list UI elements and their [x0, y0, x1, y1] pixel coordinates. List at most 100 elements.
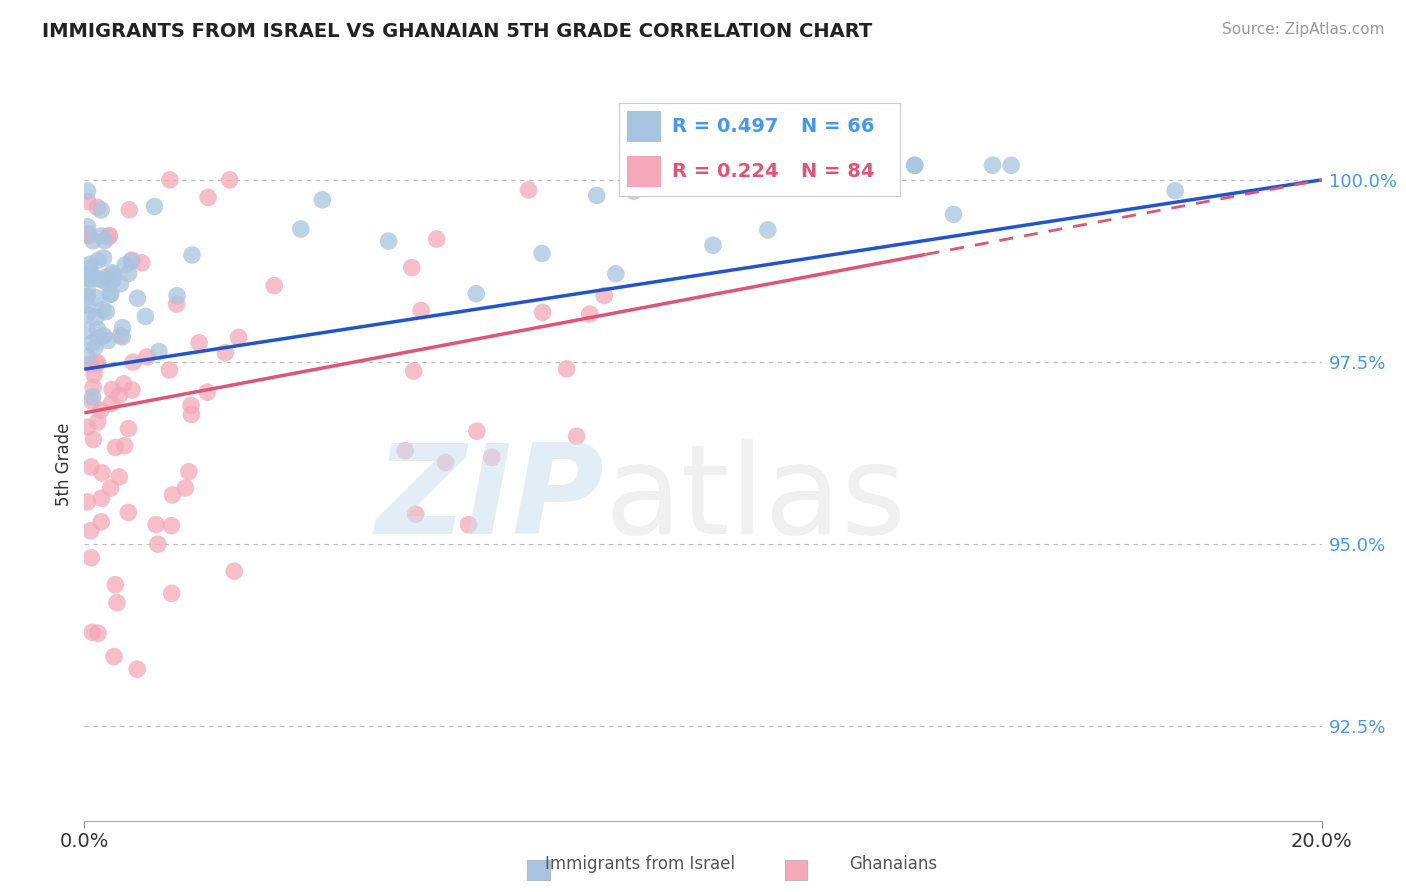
Point	[100, 481, 122, 495]
Point	[77, 268, 100, 282]
Point	[98, 228, 121, 243]
Point	[942, 207, 965, 221]
Point	[90, 202, 112, 217]
Point	[77, 271, 100, 285]
Point	[394, 443, 416, 458]
Point	[263, 278, 285, 293]
Point	[904, 158, 927, 172]
Point	[84, 340, 107, 354]
Point	[157, 363, 180, 377]
Point	[117, 421, 139, 435]
Point	[76, 350, 98, 364]
Point	[166, 289, 188, 303]
Point	[82, 390, 104, 404]
Point	[101, 272, 124, 286]
Point	[79, 357, 101, 371]
Point	[91, 302, 114, 317]
Point	[174, 481, 197, 495]
Text: Ghanaians: Ghanaians	[849, 855, 936, 872]
Point	[82, 625, 104, 640]
Point	[86, 322, 108, 336]
Point	[87, 626, 110, 640]
Point	[108, 470, 131, 484]
Point	[146, 537, 169, 551]
Point	[97, 334, 120, 348]
Point	[405, 507, 427, 521]
Point	[121, 253, 143, 268]
Point	[134, 310, 156, 324]
Point	[181, 248, 204, 262]
Point	[77, 227, 100, 241]
Point	[531, 305, 554, 319]
Point	[76, 283, 98, 297]
Point	[82, 433, 104, 447]
Point	[465, 286, 488, 301]
Point	[228, 330, 250, 344]
Point	[127, 291, 149, 305]
Point	[76, 219, 98, 234]
Point	[160, 586, 183, 600]
Point	[83, 368, 105, 382]
Point	[224, 564, 246, 578]
Point	[402, 364, 425, 378]
Point	[80, 336, 103, 351]
Point	[80, 394, 103, 409]
Point	[79, 257, 101, 271]
Point	[100, 396, 122, 410]
Point	[86, 415, 108, 429]
Point	[96, 304, 118, 318]
Point	[197, 190, 219, 204]
Point	[79, 524, 101, 538]
Point	[90, 229, 112, 244]
Text: ZIP: ZIP	[375, 439, 605, 560]
Point	[127, 662, 149, 676]
Point	[112, 376, 135, 391]
Text: IMMIGRANTS FROM ISRAEL VS GHANAIAN 5TH GRADE CORRELATION CHART: IMMIGRANTS FROM ISRAEL VS GHANAIAN 5TH G…	[42, 22, 873, 41]
Point	[86, 357, 108, 371]
Point	[76, 184, 98, 198]
Point	[104, 441, 127, 455]
Point	[517, 183, 540, 197]
Point	[756, 223, 779, 237]
Y-axis label: 5th Grade: 5th Grade	[55, 422, 73, 506]
Point	[111, 320, 134, 334]
Point	[214, 345, 236, 359]
Point	[981, 158, 1004, 172]
Text: R = 0.497: R = 0.497	[672, 117, 779, 136]
Point	[177, 465, 200, 479]
Point	[465, 424, 488, 438]
Point	[593, 288, 616, 302]
Point	[401, 260, 423, 275]
Point	[311, 193, 333, 207]
Point	[136, 350, 159, 364]
Point	[195, 385, 218, 400]
Point	[688, 172, 710, 186]
Text: N = 66: N = 66	[801, 117, 875, 136]
Point	[86, 355, 108, 369]
Point	[166, 297, 188, 311]
Point	[90, 491, 112, 506]
Point	[93, 251, 115, 265]
Point	[623, 184, 645, 198]
Point	[86, 200, 108, 214]
Point	[79, 261, 101, 276]
Point	[160, 518, 183, 533]
Point	[80, 550, 103, 565]
Point	[114, 258, 136, 272]
Point	[105, 596, 128, 610]
Bar	[627, 156, 661, 187]
Point	[1000, 158, 1022, 172]
Point	[104, 577, 127, 591]
Point	[94, 270, 117, 285]
Point	[101, 266, 124, 280]
Point	[84, 310, 107, 325]
Point	[148, 344, 170, 359]
Point	[76, 194, 98, 209]
Point	[87, 272, 110, 286]
Point	[531, 246, 554, 260]
Point	[98, 287, 121, 301]
Point	[1164, 184, 1187, 198]
Point	[114, 439, 136, 453]
Point	[76, 420, 98, 434]
Point	[585, 188, 607, 202]
